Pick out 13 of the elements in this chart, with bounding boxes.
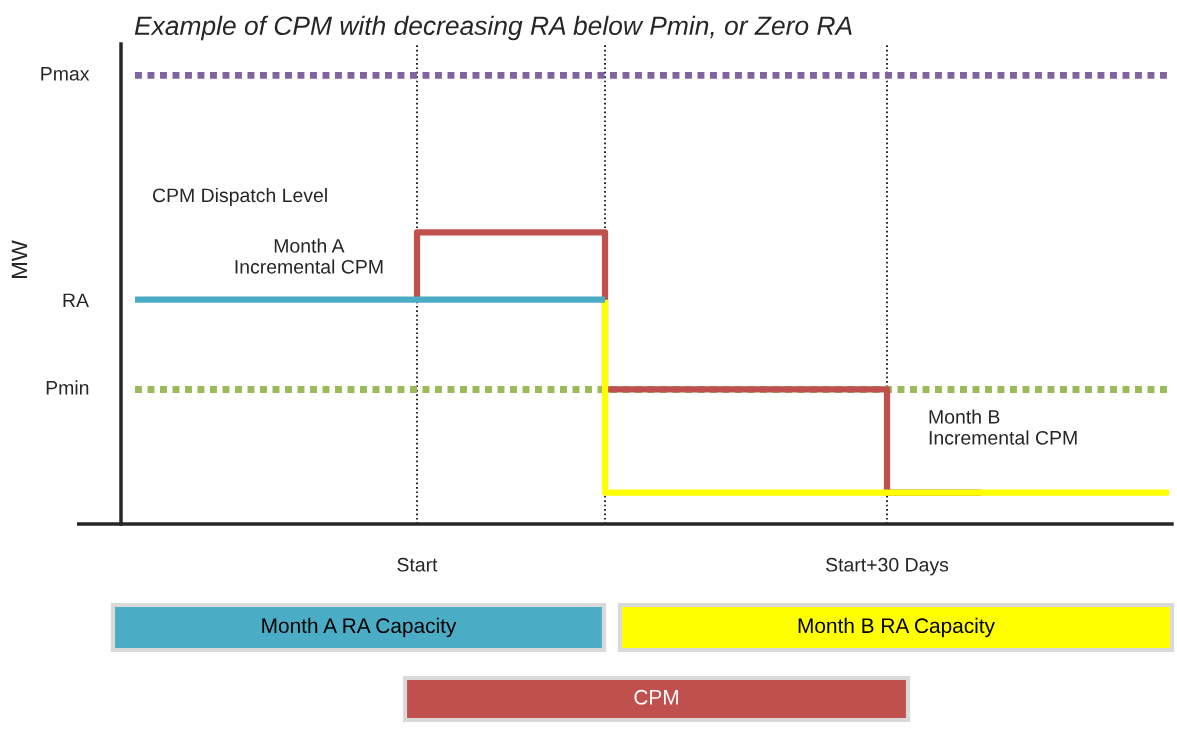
text: Month B RA Capacity	[798, 617, 995, 638]
annotation: Month B Incremental CPM	[929, 409, 1077, 445]
chart-title: Example of CPM with decreasing RA below Pmin, or Zero RA	[134, 15, 852, 41]
y-axis-title: MW	[11, 240, 28, 278]
annotation: RA	[63, 293, 89, 308]
text: Month A RA Capacity	[262, 617, 457, 638]
x-tick-label: Start	[397, 557, 438, 572]
text: CPM	[634, 689, 678, 705]
text: Pmax	[41, 67, 90, 81]
annotation: Month A Incremental CPM	[235, 238, 383, 274]
annotation: CPM Dispatch Level	[152, 187, 327, 207]
x-tick-label: Start+30 Days	[826, 557, 949, 576]
text: Pmin	[46, 380, 89, 395]
